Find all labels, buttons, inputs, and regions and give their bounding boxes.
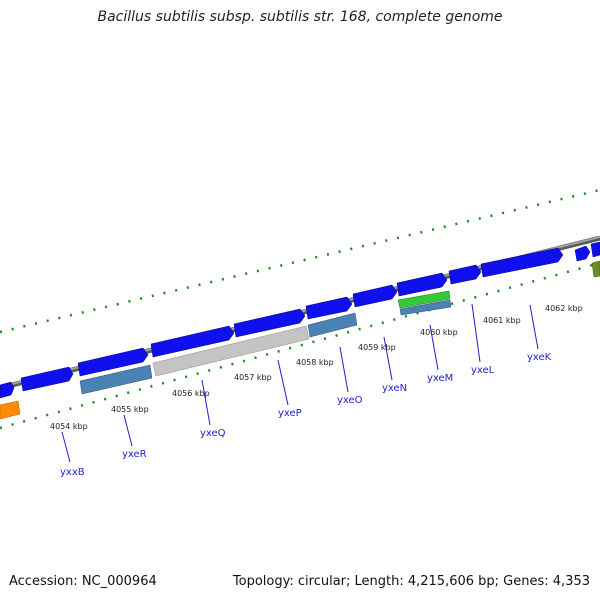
steelblue-feature[interactable] bbox=[307, 312, 358, 338]
gene-label-yxeR[interactable]: yxeR bbox=[122, 449, 147, 460]
olive-feature[interactable] bbox=[591, 260, 600, 278]
cds-feature[interactable] bbox=[480, 247, 564, 278]
tick-label: 4060 kbp bbox=[420, 328, 458, 337]
tick-label: 4058 kbp bbox=[296, 358, 334, 367]
inner-scale-dots bbox=[0, 261, 600, 430]
gene-label-yxeQ[interactable]: yxeQ bbox=[200, 428, 226, 439]
gray-feature[interactable] bbox=[152, 325, 310, 377]
forward-strand-features bbox=[0, 241, 600, 399]
cds-feature[interactable] bbox=[574, 245, 591, 262]
tick-label: 4056 kbp bbox=[172, 389, 210, 398]
gene-label-yxeN[interactable]: yxeN bbox=[382, 383, 407, 394]
inner-scale bbox=[0, 261, 600, 430]
cds-feature[interactable] bbox=[448, 264, 482, 285]
cds-feature[interactable] bbox=[352, 284, 398, 308]
gene-label-yxeK[interactable]: yxeK bbox=[527, 352, 552, 363]
cds-feature[interactable] bbox=[0, 381, 15, 399]
scale-labels: 4054 kbp 4055 kbp 4056 kbp 4057 kbp 4058… bbox=[50, 304, 583, 431]
genome-summary-text: Topology: circular; Length: 4,215,606 bp… bbox=[232, 574, 590, 589]
gene-label-yxeO[interactable]: yxeO bbox=[337, 395, 363, 406]
inner-features bbox=[0, 260, 600, 420]
cds-feature[interactable] bbox=[305, 296, 353, 320]
gene-label-yxxB[interactable]: yxxB bbox=[60, 467, 85, 478]
accession-text: Accession: NC_000964 bbox=[9, 574, 157, 589]
cds-feature[interactable] bbox=[150, 325, 235, 358]
gene-label-yxeL[interactable]: yxeL bbox=[471, 365, 495, 376]
cds-feature[interactable] bbox=[20, 366, 74, 392]
tick-label: 4057 kbp bbox=[234, 373, 272, 382]
gene-labels: yxxB yxeR yxeQ yxeP yxeO yxeN yxeM yxeL … bbox=[60, 352, 552, 478]
steelblue-feature[interactable] bbox=[79, 364, 153, 395]
tick-label: 4061 kbp bbox=[483, 316, 521, 325]
tick-label: 4055 kbp bbox=[111, 405, 149, 414]
cds-feature[interactable] bbox=[233, 308, 306, 338]
map-title: Bacillus subtilis subsp. subtilis str. 1… bbox=[97, 9, 503, 25]
steelblue-feature[interactable] bbox=[399, 299, 452, 316]
tick-label: 4062 kbp bbox=[545, 304, 583, 313]
orange-feature[interactable] bbox=[0, 400, 21, 420]
gene-label-yxeM[interactable]: yxeM bbox=[427, 373, 453, 384]
green-feature[interactable] bbox=[397, 290, 451, 309]
gene-label-yxeP[interactable]: yxeP bbox=[278, 408, 302, 419]
cds-feature[interactable] bbox=[396, 272, 448, 297]
tick-label: 4054 kbp bbox=[50, 422, 88, 431]
gene-leaders bbox=[61, 303, 539, 463]
tick-label: 4059 kbp bbox=[358, 343, 396, 352]
cds-feature[interactable] bbox=[590, 241, 600, 258]
cds-feature[interactable] bbox=[77, 347, 149, 377]
